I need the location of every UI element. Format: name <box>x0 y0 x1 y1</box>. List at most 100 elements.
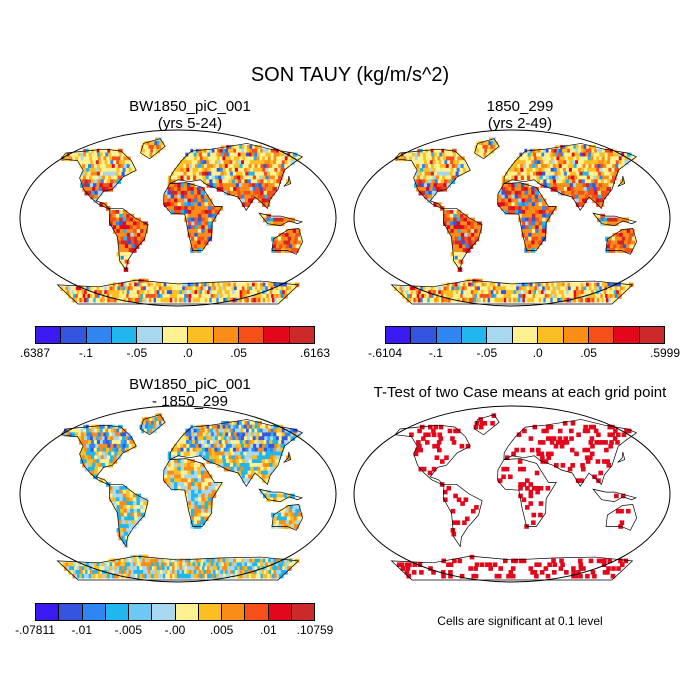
grid-cell <box>222 424 228 430</box>
grid-cell <box>194 229 199 234</box>
grid-cell <box>132 217 138 223</box>
grid-cell <box>253 432 259 438</box>
grid-cell <box>110 152 116 158</box>
grid-cell <box>214 206 220 211</box>
grid-cell <box>409 156 414 162</box>
grid-cell <box>217 294 223 299</box>
grid-cell <box>534 187 539 192</box>
grid-cell <box>259 443 264 449</box>
grid-cell <box>434 179 440 184</box>
grid-cell <box>204 566 210 571</box>
map-svg <box>353 405 671 583</box>
grid-cell <box>277 512 283 518</box>
grid-cell <box>250 190 255 196</box>
grid-cell <box>495 286 501 292</box>
grid-cell <box>101 290 107 295</box>
grid-cell <box>204 225 210 230</box>
colorbar-segment <box>268 604 292 620</box>
grid-cell <box>482 420 488 426</box>
grid-cell <box>227 466 232 472</box>
grid-cell <box>128 558 134 564</box>
grid-cell <box>243 167 249 173</box>
grid-cell <box>129 213 135 219</box>
grid-cell <box>581 156 587 162</box>
grid-cell <box>226 144 231 150</box>
grid-cell <box>473 573 479 579</box>
grid-cell <box>106 183 111 188</box>
grid-cell <box>262 463 268 468</box>
grid-cell <box>516 282 521 288</box>
grid-cell <box>543 164 549 169</box>
grid-cell <box>621 156 627 162</box>
grid-cell <box>108 489 114 495</box>
grid-cell <box>121 244 127 249</box>
grid-cell <box>197 436 203 441</box>
grid-cell <box>205 175 211 181</box>
grid-cell <box>199 290 205 295</box>
grid-cell <box>289 505 294 510</box>
grid-cell <box>170 202 176 207</box>
grid-cell <box>197 562 203 568</box>
grid-cell <box>524 232 530 238</box>
grid-cell <box>123 236 129 242</box>
grid-cell <box>546 152 552 158</box>
grid-cell <box>132 278 138 284</box>
grid-cell <box>591 171 597 177</box>
grid-cell <box>152 282 158 288</box>
grid-cell <box>207 505 213 510</box>
grid-cell <box>182 436 188 441</box>
grid-cell <box>129 505 135 510</box>
grid-cell <box>191 570 197 575</box>
grid-cell <box>407 294 412 299</box>
grid-cell <box>234 443 240 449</box>
grid-cell <box>106 171 111 177</box>
grid-cell <box>185 160 191 165</box>
grid-cell <box>487 297 493 303</box>
coastline <box>474 138 500 160</box>
grid-cell <box>81 171 86 177</box>
grid-cell <box>535 171 541 177</box>
grid-cell <box>169 558 174 564</box>
grid-cell <box>492 297 497 303</box>
grid-cell <box>183 440 188 445</box>
grid-cell <box>105 164 111 169</box>
grid-cell <box>83 167 88 173</box>
grid-cell <box>610 217 616 223</box>
coastline <box>163 458 223 527</box>
grid-cell <box>174 463 179 468</box>
grid-cell <box>614 294 620 299</box>
grid-cell <box>253 156 259 162</box>
grid-cell <box>480 290 486 295</box>
grid-cell <box>195 164 200 169</box>
grid-cell <box>601 290 606 295</box>
grid-cell <box>187 282 193 288</box>
grid-cell <box>226 420 231 426</box>
grid-cell <box>467 236 473 242</box>
grid-cell <box>219 432 225 438</box>
grid-cell <box>230 164 236 169</box>
grid-cell <box>422 164 427 169</box>
grid-cell <box>124 535 130 541</box>
grid-cell <box>461 236 466 242</box>
grid-cell <box>134 566 139 571</box>
grid-cell <box>208 482 213 487</box>
grid-cell <box>232 570 238 575</box>
grid-cell <box>118 558 123 564</box>
grid-cell <box>252 566 257 571</box>
significance-note: Cells are significant at 0.1 level <box>437 614 603 628</box>
grid-cell <box>455 259 461 265</box>
grid-cell <box>194 493 200 499</box>
grid-cell <box>92 443 97 449</box>
grid-cell <box>525 217 530 223</box>
grid-cell <box>234 167 240 173</box>
grid-cell <box>599 167 604 173</box>
grid-cell <box>97 179 102 184</box>
grid-cell <box>139 225 145 230</box>
grid-cell <box>217 160 223 165</box>
grid-cell <box>96 440 102 445</box>
grid-cell <box>250 179 256 184</box>
grid-cell <box>549 175 554 181</box>
grid-cell <box>583 148 588 154</box>
grid-cell <box>577 152 582 158</box>
grid-cell <box>207 508 213 514</box>
